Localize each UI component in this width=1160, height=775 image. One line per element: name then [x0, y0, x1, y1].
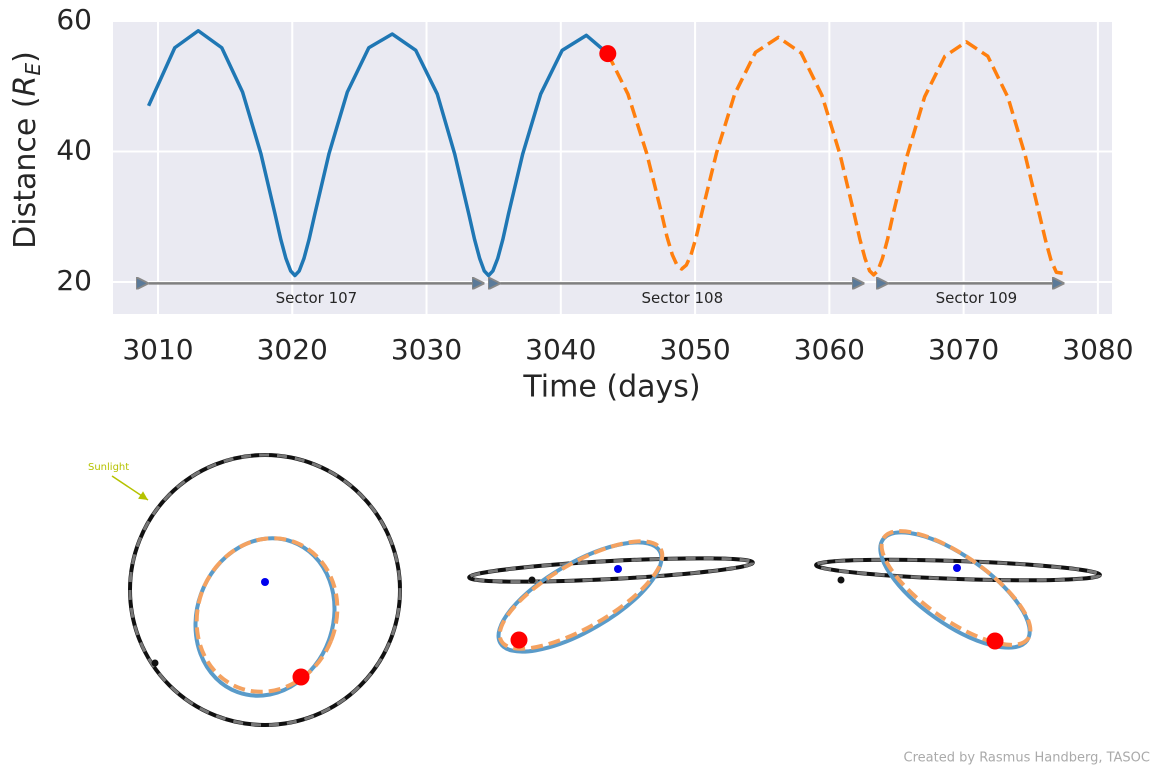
- orbit-future: [194, 536, 340, 694]
- moon-orbit-future: [467, 556, 755, 584]
- earth: [953, 564, 961, 572]
- sector-label: Sector 109: [936, 289, 1018, 307]
- orbit-view-2: [467, 539, 755, 654]
- moon: [528, 576, 536, 584]
- y-tick-label: 40: [56, 134, 92, 167]
- y-label-subscript: E: [21, 63, 45, 76]
- plot-area: [113, 20, 1112, 314]
- y-label-close: ): [8, 51, 43, 63]
- orbit-view-3: [814, 529, 1102, 650]
- orbit-future: [497, 539, 665, 651]
- moon: [837, 576, 845, 584]
- x-tick-label: 3070: [928, 333, 999, 366]
- x-tick-label: 3010: [122, 333, 193, 366]
- orbit: [496, 540, 664, 654]
- moon-orbit-future: [814, 558, 1102, 582]
- x-tick-label: 3080: [1062, 333, 1133, 366]
- moon: [151, 659, 159, 667]
- orbit: [193, 536, 337, 698]
- y-tick-label: 60: [56, 3, 92, 36]
- orbit-view-1: Sunlight: [88, 453, 402, 727]
- earth: [614, 565, 622, 573]
- x-tick-label: 3020: [257, 333, 328, 366]
- y-tick-label: 20: [56, 264, 92, 297]
- x-tick-label: 3030: [391, 333, 462, 366]
- credit: Created by Rasmus Handberg, TASOC: [904, 751, 1150, 766]
- spacecraft: [510, 631, 528, 649]
- y-label-text: Distance (: [8, 96, 43, 248]
- x-tick-label: 3040: [525, 333, 596, 366]
- current-position: [599, 45, 617, 63]
- orbit-future: [879, 529, 1033, 647]
- sector-label: Sector 108: [642, 289, 724, 307]
- spacecraft: [292, 668, 310, 686]
- earth: [261, 578, 269, 586]
- x-tick-label: 3050: [659, 333, 730, 366]
- x-tick-label: 3060: [794, 333, 865, 366]
- y-axis-label: Distance (RE): [8, 51, 45, 249]
- series-line: [606, 35, 1065, 277]
- sunlight-arrow: [111, 475, 149, 501]
- series-line: [146, 29, 609, 278]
- sector-label: Sector 107: [276, 289, 358, 307]
- sunlight-label: Sunlight: [88, 462, 129, 473]
- spacecraft: [986, 632, 1004, 650]
- moon-orbit-future: [128, 453, 402, 727]
- y-label-symbol: R: [8, 76, 43, 97]
- x-axis-label: Time (days): [522, 370, 700, 405]
